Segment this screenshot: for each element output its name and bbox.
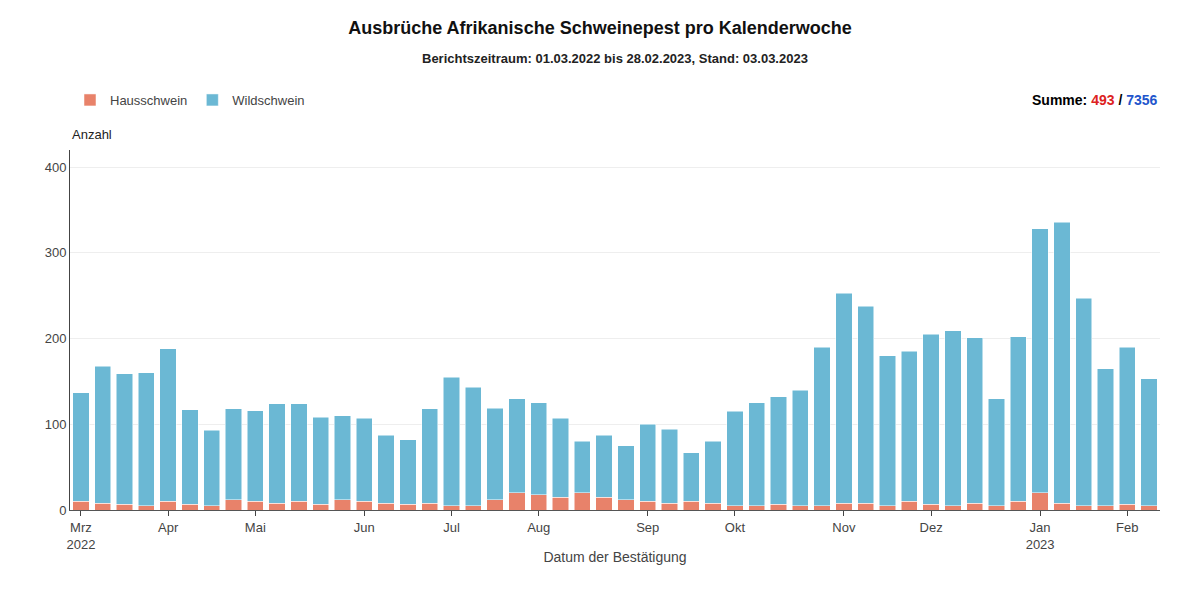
svg-text:0: 0 — [59, 503, 66, 518]
svg-text:300: 300 — [45, 245, 67, 260]
svg-text:Aug: Aug — [527, 520, 550, 535]
svg-text:Jul: Jul — [443, 520, 460, 535]
svg-text:Okt: Okt — [725, 520, 746, 535]
svg-text:Wildschwein: Wildschwein — [232, 93, 304, 108]
svg-text:Apr: Apr — [158, 520, 179, 535]
svg-text:400: 400 — [45, 160, 67, 175]
svg-text:Datum der Bestätigung: Datum der Bestätigung — [543, 549, 686, 565]
svg-text:Mai: Mai — [245, 520, 266, 535]
svg-text:Hausschwein: Hausschwein — [110, 93, 187, 108]
svg-text:Sep: Sep — [636, 520, 659, 535]
svg-text:Mrz2022: Mrz2022 — [66, 520, 95, 552]
svg-text:Berichtszeitraum: 01.03.2022 b: Berichtszeitraum: 01.03.2022 bis 28.02.2… — [422, 51, 808, 66]
svg-text:Anzahl: Anzahl — [72, 127, 112, 142]
svg-text:200: 200 — [45, 331, 67, 346]
svg-text:Nov: Nov — [832, 520, 856, 535]
svg-text:Feb: Feb — [1116, 520, 1138, 535]
svg-text:Dez: Dez — [920, 520, 943, 535]
svg-text:Jan2023: Jan2023 — [1026, 520, 1055, 552]
svg-text:100: 100 — [45, 417, 67, 432]
svg-text:Jun: Jun — [354, 520, 375, 535]
svg-text:Ausbrüche Afrikanische Schwein: Ausbrüche Afrikanische Schweinepest pro … — [348, 18, 851, 38]
svg-text:Summe: 493 / 7356: Summe: 493 / 7356 — [1032, 92, 1158, 108]
